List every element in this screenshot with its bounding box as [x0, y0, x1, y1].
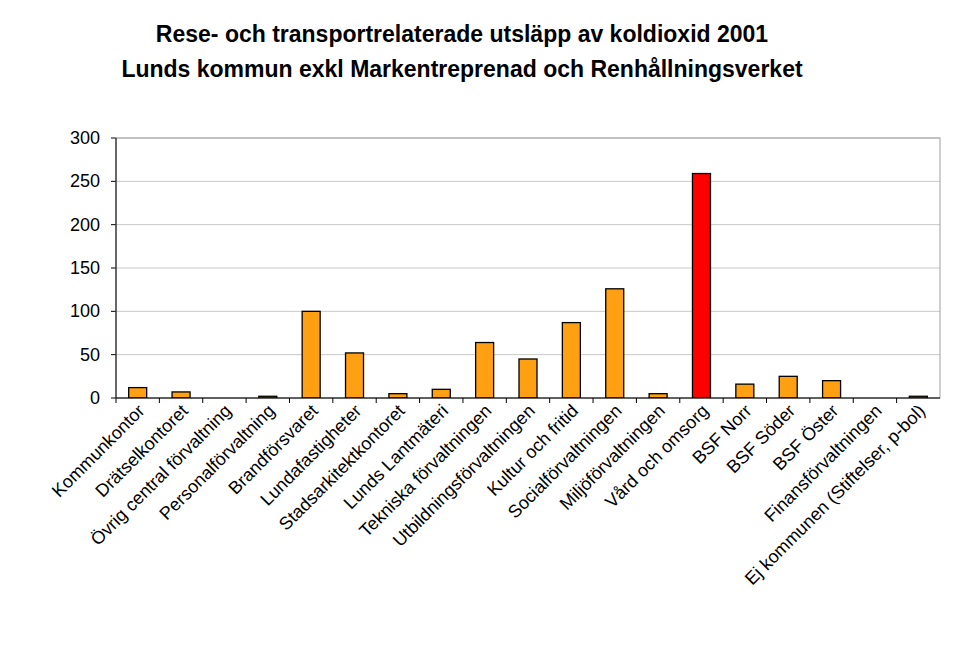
- grid-line: [116, 181, 940, 182]
- x-tick: [549, 398, 550, 403]
- y-tick: [111, 181, 116, 182]
- subtitle: Lunds kommun exkl Markentreprenad och Re…: [121, 56, 803, 82]
- y-tick: [111, 398, 116, 399]
- x-tick: [332, 398, 333, 403]
- x-tick: [896, 398, 897, 403]
- y-tick-label: 0: [90, 388, 100, 408]
- x-tick: [419, 398, 420, 403]
- bar: [736, 384, 754, 398]
- grid-line: [116, 354, 940, 355]
- y-tick: [111, 224, 116, 225]
- grid-line: [116, 398, 940, 399]
- bar: [692, 174, 710, 398]
- bar: [519, 359, 537, 398]
- grid-line: [116, 224, 940, 225]
- y-tick-label: 300: [70, 128, 100, 148]
- x-tick: [462, 398, 463, 403]
- bar: [649, 394, 667, 398]
- bar: [562, 323, 580, 398]
- x-tick: [723, 398, 724, 403]
- bars: [129, 174, 928, 398]
- x-tick: [202, 398, 203, 403]
- title: Rese- och transportrelaterade utsläpp av…: [156, 21, 768, 47]
- y-tick-label: 250: [70, 171, 100, 191]
- x-tick: [766, 398, 767, 403]
- x-tick: [246, 398, 247, 403]
- y-tick: [111, 311, 116, 312]
- x-tick: [376, 398, 377, 403]
- bar: [346, 353, 364, 398]
- y-tick-label: 200: [70, 215, 100, 235]
- x-tick: [289, 398, 290, 403]
- x-tick: [116, 398, 117, 403]
- x-axis: [116, 398, 940, 399]
- bar: [606, 289, 624, 398]
- grid-line: [116, 268, 940, 269]
- y-tick: [111, 138, 116, 139]
- x-tick-label: Ej kommunen (Stiftelser, p-bol): [741, 401, 929, 589]
- plot-frame: [116, 138, 940, 398]
- y-axis: [116, 138, 117, 398]
- bar: [476, 343, 494, 398]
- grid-line: [116, 311, 940, 312]
- bar: [129, 388, 147, 398]
- bar: [389, 394, 407, 398]
- y-tick: [111, 354, 116, 355]
- x-tick: [593, 398, 594, 403]
- bar: [779, 376, 797, 398]
- y-tick-label: 150: [70, 258, 100, 278]
- y-tick-label: 50: [80, 345, 100, 365]
- bar: [432, 389, 450, 398]
- bar: [172, 392, 190, 398]
- x-tick: [809, 398, 810, 403]
- x-tick: [679, 398, 680, 403]
- x-tick: [506, 398, 507, 403]
- x-tick: [636, 398, 637, 403]
- bar: [823, 381, 841, 398]
- x-tick: [853, 398, 854, 403]
- bar: [302, 311, 320, 398]
- y-tick: [111, 268, 116, 269]
- y-tick-label: 100: [70, 301, 100, 321]
- chart: Rese- och transportrelaterade utsläpp av…: [0, 0, 960, 654]
- x-tick: [159, 398, 160, 403]
